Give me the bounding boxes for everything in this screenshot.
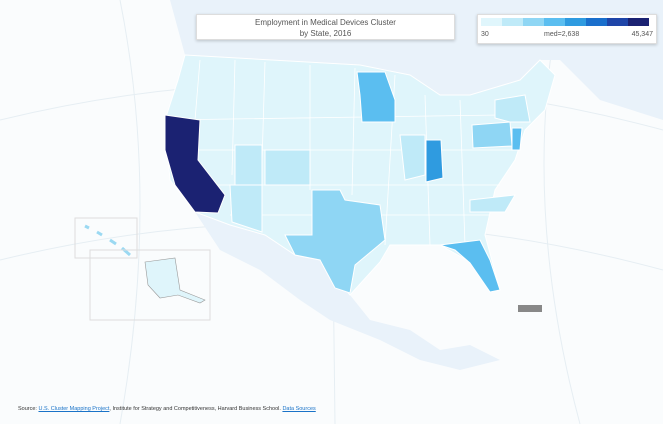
state-arizona (229, 184, 263, 233)
subtitle: by State, 2016 (299, 29, 352, 38)
alaska (144, 257, 206, 304)
data-sources-link[interactable]: Data Sources (282, 406, 316, 412)
state-colorado (264, 149, 311, 186)
state-texas (284, 189, 386, 294)
hawaii (84, 224, 131, 257)
legend: 30 med=2,638 45,347 (477, 14, 657, 44)
mexico (195, 212, 500, 370)
state-utah (234, 144, 263, 186)
legend-swatch (502, 18, 523, 26)
source-link[interactable]: U.S. Cluster Mapping Project (38, 406, 110, 412)
legend-max: 45,347 (631, 31, 653, 38)
title-box: Employment in Medical Devices Cluster by… (196, 14, 455, 40)
state-illinois (399, 134, 426, 181)
hawaii-inset (74, 217, 138, 259)
legend-swatch (586, 18, 607, 26)
source-prefix: Source: (18, 406, 39, 412)
puerto-rico (518, 305, 542, 312)
legend-swatch (565, 18, 586, 26)
state-new-york (494, 94, 531, 123)
state-north-carolina (469, 194, 516, 213)
footer: Source: U.S. Cluster Mapping Project, In… (18, 406, 316, 412)
title: Employment in Medical Devices Cluster (255, 18, 396, 27)
legend-swatch (607, 18, 628, 26)
state-california (164, 114, 226, 214)
state-indiana (425, 139, 444, 183)
legend-swatch (481, 18, 502, 26)
state-florida (439, 239, 501, 293)
legend-swatch (544, 18, 565, 26)
graticule-line (119, 0, 141, 424)
legend-median: med=2,638 (544, 31, 580, 38)
source-text: , Institute for Strategy and Competitive… (109, 406, 283, 412)
state-new-jersey (511, 127, 523, 151)
alaska-inset (89, 249, 211, 321)
legend-swatch (523, 18, 544, 26)
legend-swatches (481, 18, 649, 26)
legend-swatch (628, 18, 649, 26)
legend-min: 30 (481, 31, 489, 38)
state-pennsylvania (471, 121, 513, 149)
state-minnesota (356, 71, 396, 123)
